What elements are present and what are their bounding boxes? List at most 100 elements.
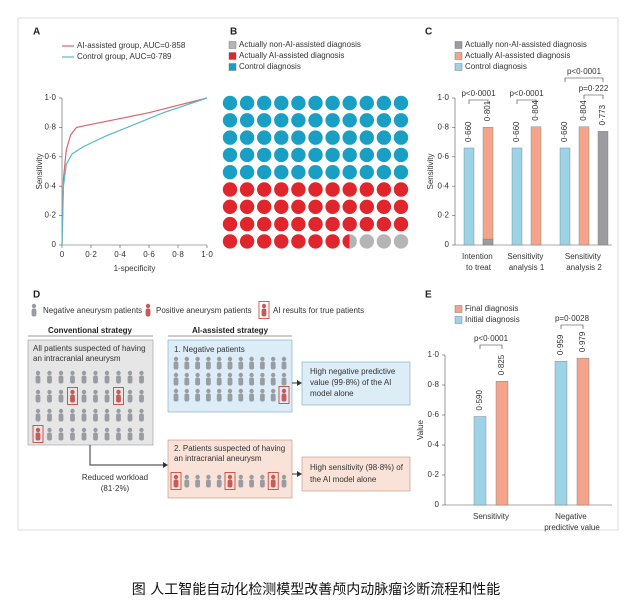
person-body — [58, 413, 64, 422]
person-body — [249, 479, 254, 488]
waffle-dot — [393, 165, 409, 180]
person-head — [58, 427, 64, 433]
person-body — [93, 375, 98, 384]
waffle-dot — [291, 95, 306, 111]
person-body — [216, 393, 222, 402]
person-body — [270, 361, 276, 370]
ai-result-box — [32, 425, 44, 443]
person-head — [281, 372, 287, 378]
bracket — [479, 344, 503, 349]
waffle-dot — [222, 234, 238, 249]
waffle-dot — [359, 147, 374, 163]
person-head — [35, 408, 41, 414]
person-body — [173, 393, 179, 402]
person-head — [184, 356, 189, 362]
x-tick-label: Sensitivity — [473, 512, 509, 521]
waffle-dot — [393, 113, 409, 128]
person-head — [47, 389, 52, 395]
panel-letter: E — [425, 290, 432, 301]
value-label: 0·660 — [512, 121, 521, 142]
person-body — [116, 375, 121, 384]
person-body — [260, 479, 265, 488]
person-head — [35, 370, 41, 376]
waffle-dot — [393, 199, 409, 214]
person-body — [249, 377, 254, 386]
waffle-dot — [239, 234, 255, 249]
person-body — [195, 377, 200, 386]
person-head — [217, 474, 222, 480]
waffle-dot — [257, 234, 272, 249]
heading: AI-assisted strategy — [192, 326, 269, 335]
person-head — [93, 370, 98, 376]
legend-label: Actually AI-assisted diagnosis — [465, 51, 570, 60]
waffle-dot — [342, 234, 350, 249]
person-head — [173, 474, 179, 480]
person-head — [93, 427, 98, 433]
person-body — [70, 413, 75, 422]
panel-letter: D — [33, 290, 40, 301]
x-tick-label: 0·4 — [114, 250, 126, 259]
waffle-dot — [291, 130, 306, 145]
person-head — [35, 389, 41, 395]
waffle-dot — [308, 147, 323, 163]
person-head — [70, 370, 75, 376]
person-body — [238, 361, 244, 370]
waffle-dot — [257, 147, 272, 163]
ai-result-box — [278, 386, 290, 404]
y-tick-label: 0·6 — [437, 152, 449, 161]
x-tick-label: 1·0 — [201, 250, 213, 259]
person-head — [81, 427, 87, 433]
bar — [597, 131, 609, 246]
waffle-dot — [239, 130, 255, 145]
legend-label: Final diagnosis — [465, 304, 518, 313]
waffle-dot — [376, 113, 392, 128]
waffle-dot — [222, 182, 238, 197]
waffle-dot — [239, 113, 255, 128]
waffle-dot — [349, 234, 357, 249]
person-body — [216, 361, 222, 370]
person-body — [35, 432, 41, 441]
person-head — [206, 474, 211, 480]
waffle-dot — [291, 199, 306, 214]
person-body — [139, 394, 144, 403]
person-head — [227, 388, 233, 394]
value-label: 0·979 — [578, 331, 587, 352]
p-value: p<0·0001 — [509, 89, 544, 98]
person-head — [271, 356, 276, 362]
y-tick-label: 0·2 — [437, 211, 449, 220]
waffle-dot — [393, 182, 409, 197]
bar — [559, 147, 571, 246]
bar — [463, 147, 475, 246]
waffle-dot — [342, 165, 357, 180]
frame — [17, 17, 619, 531]
heading: Conventional strategy — [48, 326, 133, 335]
person-body — [261, 308, 267, 317]
person-body — [195, 479, 200, 488]
y-tick-label: 0 — [445, 240, 450, 249]
box-text: High sensitivity (98·8%) of — [310, 463, 404, 472]
person-body — [81, 394, 87, 403]
waffle-dot — [257, 130, 272, 145]
waffle-dot — [274, 113, 289, 128]
ai-result-box — [170, 472, 182, 490]
waffle-dot — [325, 234, 340, 249]
waffle-dot — [239, 199, 255, 214]
person-body — [184, 393, 190, 402]
person-body — [104, 413, 110, 422]
waffle-dot — [376, 147, 392, 163]
person-body — [238, 479, 244, 488]
person-head — [145, 303, 151, 309]
person-head — [260, 356, 265, 362]
waffle-dot — [291, 234, 306, 249]
person-head — [260, 388, 265, 394]
waffle-dot — [325, 199, 340, 214]
panel-letter: B — [230, 27, 237, 38]
person-body — [93, 394, 98, 403]
person-head — [116, 370, 121, 376]
value-label: 0·660 — [560, 121, 569, 142]
person-body — [216, 479, 222, 488]
waffle-dot — [257, 216, 272, 232]
p-value: p<0·0001 — [567, 67, 602, 76]
value-label: 0·959 — [556, 334, 565, 355]
person-head — [249, 474, 254, 480]
